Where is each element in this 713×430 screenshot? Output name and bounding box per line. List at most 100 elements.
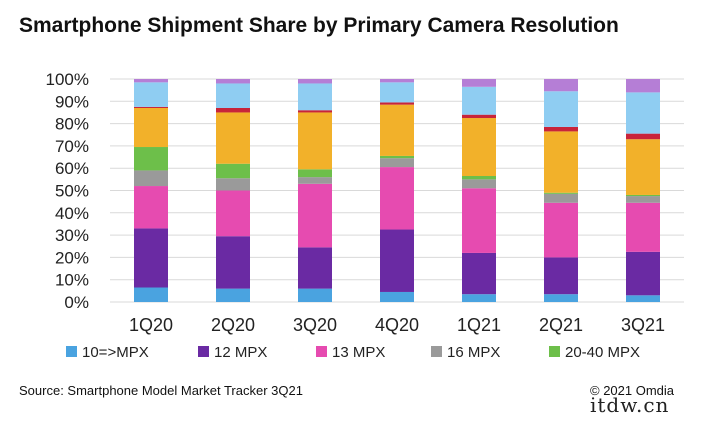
y-tick-label: 10% bbox=[55, 271, 89, 290]
bar-segment bbox=[298, 247, 332, 289]
bar-segment bbox=[462, 252, 496, 295]
x-tick-label: 3Q20 bbox=[293, 315, 337, 335]
y-tick-label: 80% bbox=[55, 115, 89, 134]
bar-segment bbox=[134, 82, 168, 107]
chart-title: Smartphone Shipment Share by Primary Cam… bbox=[19, 14, 619, 37]
bar-segment bbox=[626, 295, 660, 302]
bar-segment bbox=[544, 126, 578, 132]
bar-segment bbox=[544, 192, 578, 194]
bar-segment bbox=[544, 79, 578, 92]
bar-segment bbox=[134, 228, 168, 288]
y-tick-label: 60% bbox=[55, 159, 89, 178]
source-note: Source: Smartphone Model Market Tracker … bbox=[19, 383, 303, 398]
x-tick-label: 1Q20 bbox=[129, 315, 173, 335]
bar-segment bbox=[380, 82, 414, 103]
bar-segment bbox=[298, 79, 332, 84]
bar-segment bbox=[216, 83, 250, 108]
bar-segment bbox=[626, 251, 660, 296]
y-tick-label: 50% bbox=[55, 182, 89, 201]
bar-segment bbox=[380, 291, 414, 302]
y-tick-label: 90% bbox=[55, 92, 89, 111]
copyright-note: © 2021 Omdia bbox=[590, 383, 675, 398]
y-tick-label: 100% bbox=[46, 70, 89, 89]
bar-segment bbox=[134, 107, 168, 148]
bar-segment bbox=[626, 196, 660, 203]
bar-segment bbox=[134, 106, 168, 108]
y-axis-tick-labels: 0% 10% 20% 30% 40% 50% 60% 70% 80% 90% 100% bbox=[46, 70, 89, 312]
bar-segment bbox=[380, 104, 414, 156]
y-tick-label: 30% bbox=[55, 226, 89, 245]
bar-segment bbox=[298, 177, 332, 184]
x-tick-label: 2Q21 bbox=[539, 315, 583, 335]
y-tick-label: 40% bbox=[55, 204, 89, 223]
legend-swatch bbox=[66, 346, 77, 357]
bar-segment bbox=[298, 288, 332, 302]
legend-swatch bbox=[198, 346, 209, 357]
x-tick-label: 3Q21 bbox=[621, 315, 665, 335]
legend-swatch bbox=[316, 346, 327, 357]
bar-segment bbox=[544, 131, 578, 193]
bar-segment bbox=[380, 79, 414, 83]
x-axis-tick-labels: 1Q20 2Q20 3Q20 4Q20 1Q21 2Q21 3Q21 bbox=[129, 315, 665, 335]
bar-segment bbox=[216, 107, 250, 113]
bar-segment bbox=[462, 118, 496, 177]
y-tick-label: 20% bbox=[55, 248, 89, 267]
bar-segment bbox=[216, 288, 250, 302]
bar-segment bbox=[216, 163, 250, 179]
bar-segment bbox=[380, 158, 414, 168]
bar-segment bbox=[462, 176, 496, 180]
bar-segment bbox=[298, 110, 332, 113]
bar-segment bbox=[626, 194, 660, 197]
bar-segment bbox=[626, 133, 660, 140]
legend-swatch bbox=[431, 346, 442, 357]
bar-segment bbox=[134, 79, 168, 83]
bar-segment bbox=[216, 79, 250, 84]
legend: 10=>MPX 12 MPX 13 MPX 16 MPX 20-40 MPX bbox=[66, 344, 640, 361]
bar-segment bbox=[544, 91, 578, 127]
bar-segment bbox=[544, 294, 578, 302]
legend-label: 16 MPX bbox=[447, 344, 500, 361]
bar-segment bbox=[626, 79, 660, 93]
bar-segment bbox=[380, 167, 414, 230]
bar-segment bbox=[380, 155, 414, 159]
y-tick-label: 70% bbox=[55, 137, 89, 156]
bar-segment bbox=[462, 188, 496, 253]
bar-segment bbox=[298, 169, 332, 178]
bar-segment bbox=[216, 112, 250, 164]
bar-segment bbox=[380, 229, 414, 292]
bar-segment bbox=[544, 193, 578, 203]
bar-segment bbox=[134, 287, 168, 302]
watermark-text: itdw.cn bbox=[590, 393, 670, 417]
bar-segment bbox=[626, 139, 660, 195]
bar-segment bbox=[134, 147, 168, 171]
bar-segment bbox=[216, 190, 250, 237]
bar-segment bbox=[544, 257, 578, 295]
x-tick-label: 1Q21 bbox=[457, 315, 501, 335]
bar-segment bbox=[216, 178, 250, 191]
bars bbox=[134, 79, 660, 302]
bar-segment bbox=[544, 202, 578, 258]
bar-segment bbox=[462, 86, 496, 115]
bar-segment bbox=[626, 92, 660, 134]
bar-segment bbox=[216, 236, 250, 289]
bar-segment bbox=[462, 79, 496, 87]
bar-segment bbox=[134, 170, 168, 187]
bar-segment bbox=[298, 83, 332, 111]
bar-segment bbox=[462, 294, 496, 302]
legend-label: 10=>MPX bbox=[82, 344, 149, 361]
x-tick-label: 4Q20 bbox=[375, 315, 419, 335]
bar-segment bbox=[298, 183, 332, 248]
legend-label: 12 MPX bbox=[214, 344, 267, 361]
y-tick-label: 0% bbox=[64, 293, 89, 312]
legend-swatch bbox=[549, 346, 560, 357]
legend-label: 13 MPX bbox=[332, 344, 385, 361]
x-tick-label: 2Q20 bbox=[211, 315, 255, 335]
bar-segment bbox=[380, 102, 414, 105]
legend-label: 20-40 MPX bbox=[565, 344, 640, 361]
bar-segment bbox=[298, 112, 332, 170]
bar-segment bbox=[134, 186, 168, 229]
bar-segment bbox=[462, 179, 496, 189]
bar-segment bbox=[626, 202, 660, 252]
bar-segment bbox=[462, 114, 496, 119]
